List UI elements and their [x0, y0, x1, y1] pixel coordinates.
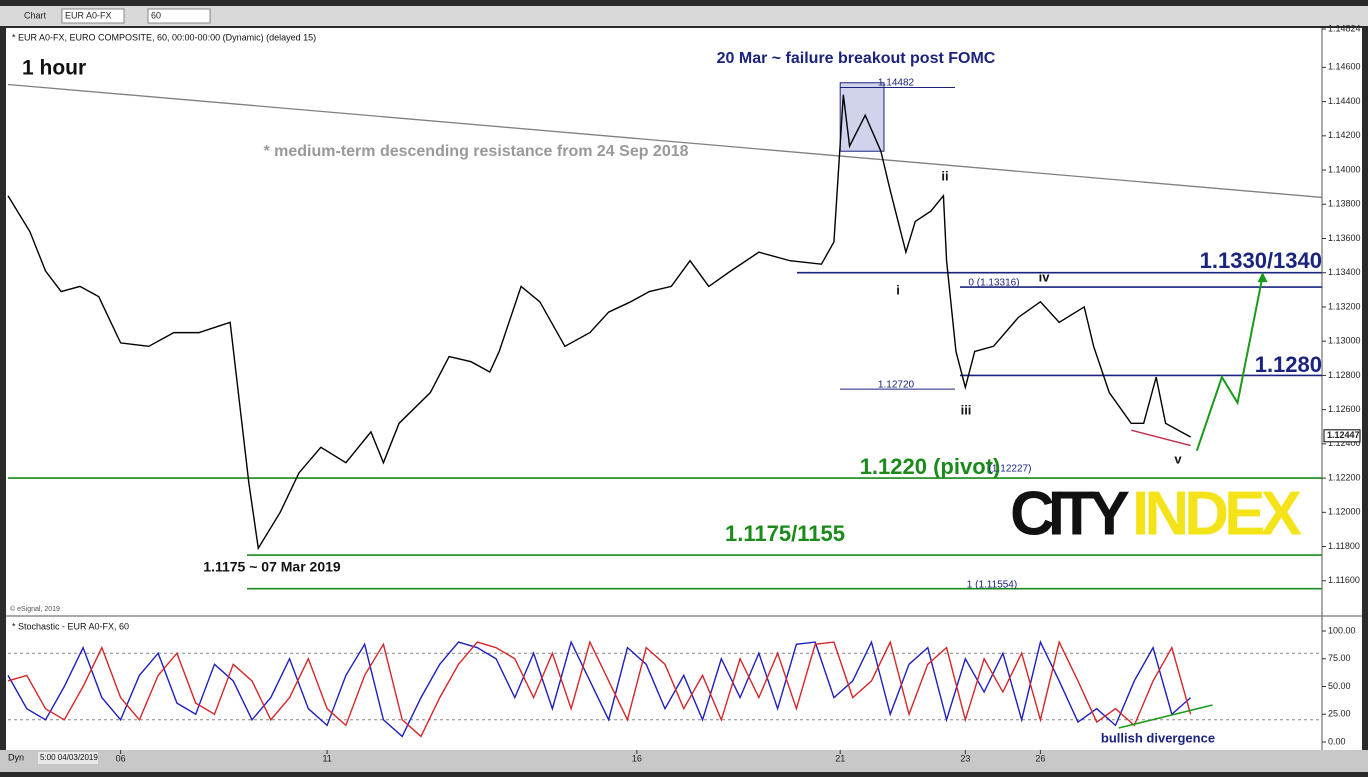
- series-line: [7, 94, 1191, 551]
- plot-layer: 1.11600 1.11800 1.12000 1.12200 1.12400 1.126…: [7, 23, 1361, 763]
- level-label: 1.1280: [1255, 352, 1322, 377]
- app-label: Chart: [24, 10, 47, 20]
- toolbar: [0, 6, 1368, 26]
- footer-date: 5:00 04/03/2019: [40, 753, 98, 762]
- fib-label: 1.12720: [878, 380, 915, 391]
- y-tick-label: 1.12800: [1328, 370, 1361, 380]
- y-tick-label: 1.14000: [1328, 164, 1361, 174]
- fib-label: (1.12227): [989, 464, 1032, 475]
- series-line: [7, 640, 1192, 738]
- wave-label: iii: [961, 402, 972, 417]
- level-label: 1.1330/1340: [1200, 248, 1322, 273]
- x-tick-label: 21: [835, 753, 845, 763]
- x-tick-label: 26: [1035, 753, 1045, 763]
- y-tick-label: 1.12400: [1328, 438, 1361, 448]
- footer-bar: [0, 750, 1368, 772]
- y-tick-label: 1.13800: [1328, 199, 1361, 209]
- projection: [1195, 275, 1264, 452]
- annotation: * medium-term descending resistance from…: [263, 143, 688, 160]
- level-label: 1.1220 (pivot): [860, 454, 1001, 479]
- stoch-title: * Stochastic - EUR A0-FX, 60: [12, 621, 129, 631]
- y-tick-label: 1.13400: [1328, 267, 1361, 277]
- wave-label: v: [1174, 451, 1182, 466]
- fib-label: 0 (1.13316): [968, 278, 1019, 289]
- y-tick-label: 1.12200: [1328, 472, 1361, 482]
- symbol[interactable]: EUR A0-FX: [65, 10, 112, 20]
- fib-label: 1.14482: [878, 78, 915, 89]
- interval-box[interactable]: [147, 8, 211, 24]
- wave-label: iv: [1039, 269, 1051, 284]
- credit: © eSignal, 2019: [10, 605, 60, 613]
- highlight-box: [839, 82, 885, 152]
- symbol-box[interactable]: [61, 8, 125, 24]
- annotation: 1.1175 ~ 07 Mar 2019: [203, 559, 341, 575]
- timeframe: 1 hour: [22, 57, 86, 80]
- x-tick-label: 16: [632, 753, 642, 763]
- y-tick-label: 1.14824: [1328, 23, 1361, 33]
- footer-mode: Dyn: [8, 752, 24, 762]
- divergence-line: [1130, 429, 1191, 447]
- y-tick-label: 1.14400: [1328, 96, 1361, 106]
- logo: INDEX: [1132, 479, 1302, 548]
- series-line: [7, 640, 1192, 738]
- divergence-line: [1118, 704, 1213, 729]
- y-tick-label: 1.14200: [1328, 130, 1361, 140]
- y-tick-label: 1.12000: [1328, 507, 1361, 517]
- y-tick-label: 1.12600: [1328, 404, 1361, 414]
- interval[interactable]: 60: [151, 10, 161, 20]
- last-price-label: 1.12447: [1327, 430, 1360, 440]
- level-label: 1.1175/1155: [725, 521, 845, 546]
- wave-label: ii: [941, 168, 948, 183]
- y-tick-label: 100.00: [1328, 625, 1356, 635]
- x-tick-label: 23: [960, 753, 970, 763]
- y-tick-label: 1.13000: [1328, 336, 1361, 346]
- y-tick-label: 50.00: [1328, 681, 1351, 691]
- chart-area: [6, 28, 1362, 750]
- y-tick-label: 75.00: [1328, 653, 1351, 663]
- y-tick-label: 0.00: [1328, 736, 1346, 746]
- fib-label: 1 (1.11554): [967, 580, 1017, 591]
- y-tick-label: 25.00: [1328, 709, 1351, 719]
- logo: CITY: [1010, 479, 1130, 548]
- footer-date-box: [38, 752, 98, 764]
- y-tick-label: 1.11600: [1328, 575, 1360, 585]
- x-tick-label: 06: [116, 753, 126, 763]
- panel-title: * EUR A0-FX, EURO COMPOSITE, 60, 00:00-0…: [12, 32, 316, 42]
- last-price-box: [1323, 429, 1361, 443]
- y-tick-label: 1.14600: [1328, 62, 1361, 72]
- annotation: 20 Mar ~ failure breakout post FOMC: [717, 50, 996, 67]
- y-tick-label: 1.13600: [1328, 233, 1361, 243]
- y-tick-label: 1.13200: [1328, 301, 1361, 311]
- y-tick-label: 1.11800: [1328, 541, 1360, 551]
- wave-label: i: [896, 282, 900, 297]
- annotation: bullish divergence: [1101, 730, 1215, 745]
- trendline: [7, 83, 1323, 199]
- arrow-head: [1257, 272, 1268, 283]
- x-tick-label: 11: [322, 753, 331, 763]
